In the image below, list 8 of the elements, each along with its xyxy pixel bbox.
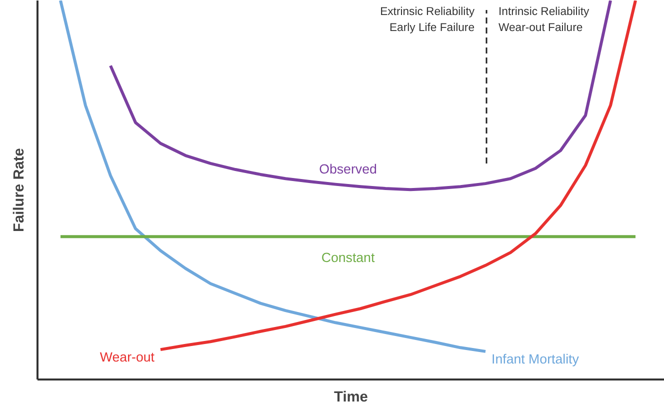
x-axis-title: Time: [334, 390, 368, 406]
series-label: Infant Mortality: [492, 352, 580, 367]
series-label: Constant: [321, 250, 375, 265]
annotation: Extrinsic Reliability Early Life Failure: [380, 6, 475, 34]
y-axis-title: Failure Rate: [12, 148, 28, 232]
annotation: Intrinsic Reliability Wear-out Failure: [498, 6, 590, 34]
series-label: Observed: [319, 162, 377, 177]
series-label: Wear-out: [100, 350, 155, 365]
